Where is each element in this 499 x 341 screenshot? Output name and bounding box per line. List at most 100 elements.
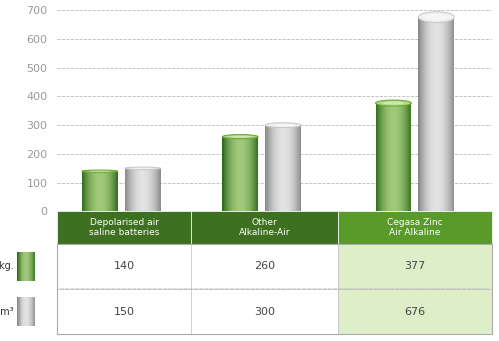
Bar <box>432 17 433 211</box>
Bar <box>249 137 250 211</box>
Bar <box>234 137 235 211</box>
Bar <box>240 137 241 211</box>
Text: Watts-hour/kg.: Watts-hour/kg. <box>0 262 14 271</box>
Ellipse shape <box>82 170 118 172</box>
Bar <box>151 168 152 211</box>
Bar <box>96 171 97 211</box>
Bar <box>434 17 435 211</box>
Bar <box>138 168 139 211</box>
Bar <box>148 168 149 211</box>
Ellipse shape <box>272 124 294 127</box>
Bar <box>391 103 392 211</box>
Bar <box>395 103 396 211</box>
Bar <box>147 168 148 211</box>
Bar <box>426 17 427 211</box>
Bar <box>245 137 246 211</box>
Bar <box>279 125 280 211</box>
Bar <box>153 168 154 211</box>
Bar <box>390 103 391 211</box>
Bar <box>103 171 104 211</box>
Bar <box>113 171 114 211</box>
Bar <box>267 125 268 211</box>
Bar <box>454 17 455 211</box>
Bar <box>446 17 447 211</box>
Ellipse shape <box>230 136 251 138</box>
Bar <box>256 137 257 211</box>
Bar <box>400 103 401 211</box>
Bar <box>90 171 91 211</box>
Bar <box>117 171 118 211</box>
Bar <box>452 17 453 211</box>
Bar <box>112 171 113 211</box>
Bar <box>449 17 450 211</box>
Bar <box>450 17 451 211</box>
Bar <box>135 168 136 211</box>
Bar <box>230 137 231 211</box>
Bar <box>109 171 110 211</box>
Bar <box>156 168 157 211</box>
Bar <box>393 103 394 211</box>
Bar <box>425 17 426 211</box>
Bar <box>248 137 249 211</box>
Bar <box>409 103 410 211</box>
Bar <box>420 17 421 211</box>
Bar <box>427 17 428 211</box>
Bar <box>273 125 274 211</box>
Bar <box>134 168 135 211</box>
Text: 300: 300 <box>254 307 275 316</box>
Bar <box>243 137 244 211</box>
Bar <box>298 125 299 211</box>
Bar <box>107 171 108 211</box>
Bar <box>380 103 381 211</box>
Bar <box>265 125 266 211</box>
Bar <box>92 171 93 211</box>
Text: 676: 676 <box>404 307 426 316</box>
Bar <box>451 17 452 211</box>
Bar <box>397 103 398 211</box>
Bar <box>153 168 154 211</box>
Bar <box>285 125 286 211</box>
Ellipse shape <box>132 168 153 169</box>
Bar <box>378 103 379 211</box>
Bar <box>436 17 437 211</box>
Bar <box>126 168 127 211</box>
Bar <box>160 168 161 211</box>
Text: 150: 150 <box>114 307 135 316</box>
Bar <box>110 171 111 211</box>
Bar <box>430 17 431 211</box>
Bar <box>402 103 403 211</box>
Bar <box>110 171 111 211</box>
Bar <box>83 171 84 211</box>
Bar <box>276 125 277 211</box>
Bar <box>288 125 289 211</box>
Bar <box>228 137 229 211</box>
Bar <box>407 103 408 211</box>
Ellipse shape <box>383 102 404 105</box>
Bar <box>223 137 224 211</box>
Bar <box>87 171 88 211</box>
Bar <box>270 125 271 211</box>
Bar <box>88 171 89 211</box>
Text: Depolarised air
saline batteries: Depolarised air saline batteries <box>89 218 160 237</box>
Bar <box>150 168 151 211</box>
Bar <box>85 171 86 211</box>
Bar <box>453 17 454 211</box>
Bar <box>116 171 117 211</box>
Bar <box>147 168 148 211</box>
Bar <box>107 171 108 211</box>
Bar <box>130 168 131 211</box>
Bar <box>438 17 439 211</box>
Bar <box>102 171 103 211</box>
Bar <box>247 137 248 211</box>
Bar <box>238 137 239 211</box>
Bar <box>274 125 275 211</box>
Bar <box>84 171 85 211</box>
Bar <box>136 168 137 211</box>
Bar <box>433 17 434 211</box>
Bar <box>377 103 378 211</box>
Bar <box>257 137 258 211</box>
Bar <box>140 168 141 211</box>
Bar <box>128 168 129 211</box>
Bar <box>424 17 425 211</box>
Ellipse shape <box>265 123 301 128</box>
